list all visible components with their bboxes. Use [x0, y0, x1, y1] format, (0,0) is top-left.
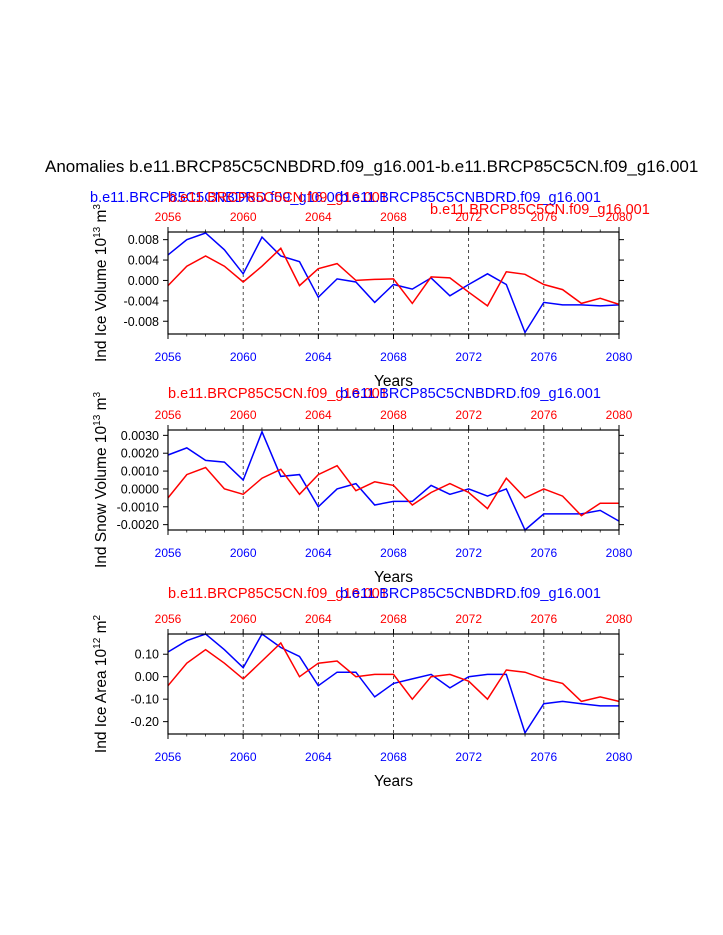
x-tick-label: 2076: [530, 350, 557, 364]
plot-frame: [167, 429, 620, 531]
x-tick-label: 2064: [305, 350, 332, 364]
chart-panel-3: b.e11.BRCP85C5CN.f09_g16.001b.e11.BRCP85…: [92, 586, 633, 790]
series-line-red: [167, 247, 620, 308]
x-tick-label: 2080: [606, 350, 633, 364]
y-axis-title-exponent: 12: [92, 637, 103, 649]
y-tick-label: 0.008: [128, 233, 159, 247]
x-tick-label: 2060: [230, 350, 257, 364]
chart-panel-1: b.e11.BRCP85C5CNBDRD.f09_g16.001b.e11.BR…: [90, 190, 650, 390]
x-tick-label-top: 2068: [380, 612, 407, 626]
x-tick-label-top: 2072: [455, 210, 482, 224]
series-header-label: b.e11.BRCP85C5CNBDRD.f09_g16.001: [340, 386, 601, 402]
x-tick-label-top: 2056: [155, 612, 182, 626]
y-axis-title-main: Ind Snow Volume 10: [93, 425, 110, 568]
x-tick-label: 2068: [380, 546, 407, 560]
x-tick-label-top: 2064: [305, 612, 332, 626]
y-tick-label: -0.0020: [117, 518, 159, 532]
x-tick-label-top: 2080: [606, 210, 633, 224]
chart-panel-2: b.e11.BRCP85C5CN.f09_g16.001b.e11.BRCP85…: [92, 386, 633, 586]
y-axis-title: Ind Snow Volume 1013 m3: [92, 392, 110, 569]
y-axis-title-unit: m: [93, 620, 110, 637]
y-tick-label: -0.0010: [117, 500, 159, 514]
x-tick-label: 2080: [606, 750, 633, 764]
series-line-blue: [167, 429, 620, 532]
x-tick-label: 2060: [230, 546, 257, 560]
y-tick-label: 0.0000: [121, 482, 159, 496]
series-line-blue: [167, 232, 620, 335]
x-tick-label-top: 2056: [155, 210, 182, 224]
x-tick-label-top: 2068: [380, 408, 407, 422]
x-tick-label: 2072: [455, 546, 482, 560]
y-axis-title-unit-exponent: 3: [92, 392, 103, 398]
x-tick-label: 2056: [155, 350, 182, 364]
y-axis-title-exponent: 13: [92, 226, 103, 238]
x-tick-label-top: 2060: [230, 612, 257, 626]
y-tick-label: 0.10: [135, 648, 159, 662]
series-header-label: b.e11.BRCP85C5CN.f09_g16.001: [168, 386, 388, 402]
x-tick-label-top: 2072: [455, 408, 482, 422]
x-tick-label: 2064: [305, 750, 332, 764]
x-tick-label: 2060: [230, 750, 257, 764]
y-tick-label: 0.00: [135, 670, 159, 684]
x-tick-label: 2068: [380, 350, 407, 364]
series-header-label: b.e11.BRCP85C5CNBDRD.f09_g16.001: [90, 190, 351, 206]
series-header-label: b.e11.BRCP85C5CNBDRD.f09_g16.001: [340, 586, 601, 602]
y-tick-label: 0.000: [128, 274, 159, 288]
x-tick-label-top: 2064: [305, 210, 332, 224]
series-header-label: b.e11.BRCP85C5CN.f09_g16.001: [168, 190, 388, 206]
x-tick-label-top: 2076: [530, 210, 557, 224]
y-tick-label: -0.10: [131, 693, 160, 707]
x-tick-label-top: 2076: [530, 612, 557, 626]
y-axis-title-main: Ind Ice Area 10: [93, 648, 110, 753]
y-tick-label: 0.0010: [121, 465, 159, 479]
x-tick-label-top: 2080: [606, 612, 633, 626]
y-axis-title-unit: m: [93, 210, 110, 227]
y-tick-label: 0.0030: [121, 429, 159, 443]
series-line-blue: [167, 632, 619, 735]
x-tick-label: 2072: [455, 350, 482, 364]
x-tick-label: 2064: [305, 546, 332, 560]
y-tick-label: -0.008: [124, 315, 159, 329]
series-header-label: b.e11.BRCP85C5CNBDRD.f09_g16.001: [340, 190, 601, 206]
x-tick-label-top: 2056: [155, 408, 182, 422]
x-tick-label: 2076: [530, 546, 557, 560]
series-header-label: b.e11.BRCP85C5CN.f09_g16.001: [430, 202, 650, 218]
x-tick-label-top: 2076: [530, 408, 557, 422]
x-tick-label: 2056: [155, 546, 182, 560]
y-axis-title-unit-exponent: 3: [92, 204, 103, 210]
series-line-red: [167, 464, 619, 517]
x-tick-label-top: 2072: [455, 612, 482, 626]
series-line-red: [167, 641, 620, 703]
x-tick-label-top: 2080: [606, 408, 633, 422]
x-tick-label-top: 2068: [380, 210, 407, 224]
plot-frame: [167, 633, 620, 735]
x-axis-title: Years: [374, 569, 413, 586]
y-axis-title-unit: m: [93, 398, 110, 415]
panels: b.e11.BRCP85C5CNBDRD.f09_g16.001b.e11.BR…: [90, 190, 650, 790]
x-axis-title: Years: [374, 373, 413, 390]
y-axis-title-unit-exponent: 2: [92, 614, 103, 620]
y-tick-label: 0.004: [128, 254, 159, 268]
x-tick-label: 2072: [455, 750, 482, 764]
plot-frame: [167, 231, 620, 335]
x-tick-label: 2056: [155, 750, 182, 764]
x-tick-label-top: 2060: [230, 210, 257, 224]
y-axis-title-exponent: 13: [92, 414, 103, 426]
x-tick-label: 2068: [380, 750, 407, 764]
y-axis-title: Ind Ice Area 1012 m2: [92, 614, 110, 753]
y-axis-title-main: Ind Ice Volume 10: [93, 238, 110, 362]
y-tick-label: -0.004: [124, 294, 159, 308]
x-tick-label: 2080: [606, 546, 633, 560]
x-axis-title: Years: [374, 773, 413, 790]
y-tick-label: 0.0020: [121, 447, 159, 461]
y-tick-label: -0.20: [131, 715, 160, 729]
x-tick-label-top: 2060: [230, 408, 257, 422]
series-header-label: b.e11.BRCP85C5CN.f09_g16.001: [168, 586, 388, 602]
y-axis-title: Ind Ice Volume 1013 m3: [92, 204, 110, 362]
x-tick-label: 2076: [530, 750, 557, 764]
x-tick-label-top: 2064: [305, 408, 332, 422]
figure-title: Anomalies b.e11.BRCP85C5CNBDRD.f09_g16.0…: [45, 157, 698, 176]
